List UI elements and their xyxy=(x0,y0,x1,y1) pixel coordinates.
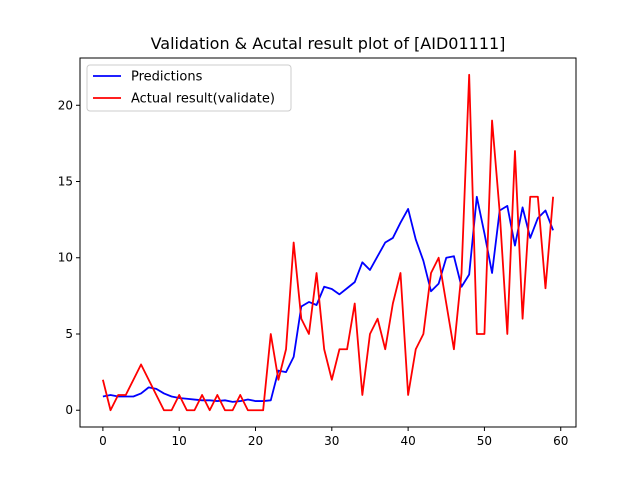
x-tick-label: 50 xyxy=(477,434,492,448)
x-tick-label: 10 xyxy=(172,434,187,448)
axes-frame xyxy=(79,57,577,428)
x-tick-label: 40 xyxy=(400,434,415,448)
x-tick-label: 20 xyxy=(248,434,263,448)
y-tick-label: 0 xyxy=(65,403,73,417)
legend-box xyxy=(86,64,292,112)
y-tick-label: 20 xyxy=(58,98,73,112)
legend-label: Actual result(validate) xyxy=(131,92,275,107)
x-tick-label: 0 xyxy=(99,434,107,448)
legend-label: Predictions xyxy=(131,70,203,85)
y-tick-label: 5 xyxy=(65,327,73,341)
y-tick-label: 15 xyxy=(58,175,73,189)
y-axis: 0 5 10 15 20 xyxy=(58,98,80,417)
series-group xyxy=(102,73,555,412)
x-tick-label: 60 xyxy=(553,434,568,448)
chart-title: Validation & Acutal result plot of [AID0… xyxy=(151,34,506,53)
x-tick-label: 30 xyxy=(324,434,339,448)
x-axis: 0 10 20 30 40 50 60 xyxy=(99,427,568,448)
legend: Predictions Actual result(validate) xyxy=(86,64,292,112)
series-line-actual xyxy=(102,73,555,412)
y-tick-label: 10 xyxy=(58,251,73,265)
